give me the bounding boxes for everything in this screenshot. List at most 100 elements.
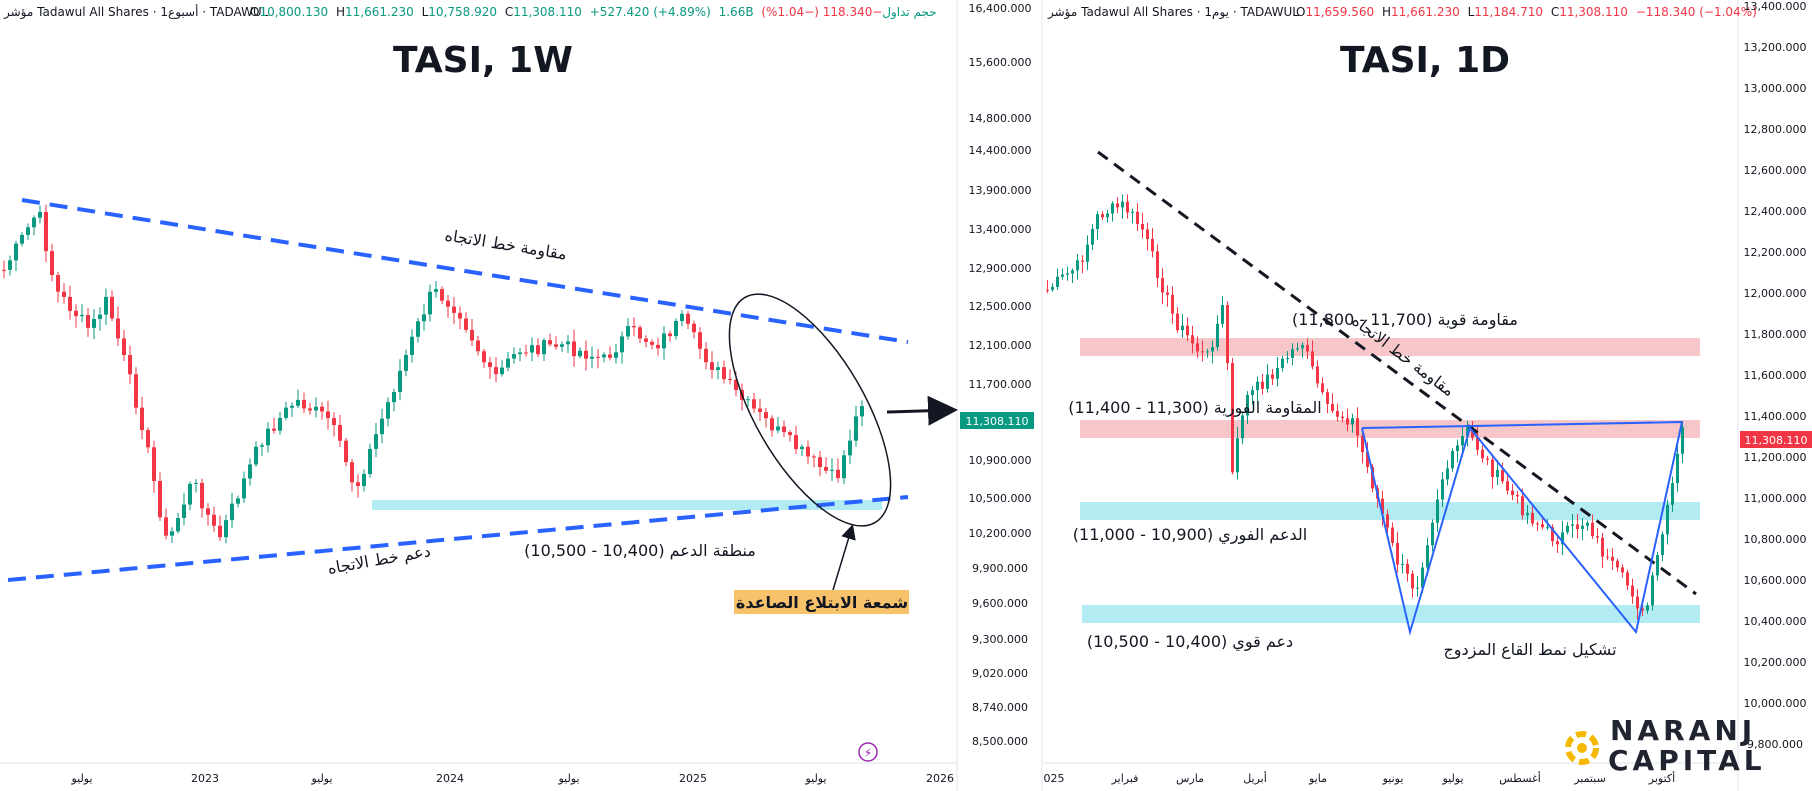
candle-body — [98, 314, 102, 319]
candle-body — [2, 269, 6, 271]
weekly-high: 11,661.230 — [345, 5, 414, 19]
brand-line1: NARANJ — [1610, 714, 1756, 747]
candle-body — [1196, 343, 1199, 352]
candle-body — [1241, 415, 1244, 439]
candle-body — [1556, 541, 1559, 545]
candle-body — [338, 425, 342, 441]
candle-body — [788, 432, 792, 436]
daily-open-label: O — [1296, 5, 1305, 19]
weekly-x-tick: 2023 — [191, 772, 219, 785]
candle-body — [164, 517, 168, 536]
candle-body — [1336, 410, 1339, 417]
candle-body — [248, 464, 252, 479]
candle-body — [32, 217, 36, 228]
candle-body — [188, 483, 192, 505]
candle-body — [1236, 438, 1239, 473]
candle-body — [842, 455, 846, 479]
weekly-open: 10,800.130 — [259, 5, 328, 19]
candle-body — [812, 456, 816, 458]
candle-body — [1051, 286, 1054, 290]
weekly-engulfing-label-bg — [734, 590, 909, 614]
candle-body — [314, 406, 318, 411]
daily-strong-resistance-zone — [1080, 338, 1700, 356]
weekly-y-tick: 8,740.000 — [972, 701, 1028, 714]
weekly-y-tick: 13,900.000 — [969, 184, 1032, 197]
candle-body — [308, 408, 312, 411]
daily-y-tick: 10,400.000 — [1744, 615, 1807, 628]
daily-y-tick: 10,200.000 — [1744, 656, 1807, 669]
candle-body — [626, 326, 630, 337]
candle-body — [1216, 323, 1219, 348]
candle-body — [1201, 351, 1204, 353]
candle-body — [800, 446, 804, 450]
candle-body — [224, 520, 228, 538]
candle-body — [1466, 427, 1469, 437]
candle-body — [692, 323, 696, 333]
candle-body — [488, 362, 492, 368]
candle-body — [1421, 567, 1424, 588]
candle-body — [644, 338, 648, 342]
daily-y-tick: 11,400.000 — [1744, 410, 1807, 423]
candle-body — [1516, 495, 1519, 497]
candle-body — [374, 434, 378, 449]
candle-body — [476, 340, 480, 352]
candle-body — [1391, 527, 1394, 543]
daily-title: TASI, 1D — [1340, 40, 1510, 81]
candle-body — [362, 474, 366, 487]
daily-x-tick: أبريل — [1243, 771, 1267, 785]
candle-body — [170, 531, 174, 536]
weekly-y-tick: 10,500.000 — [969, 492, 1032, 505]
daily-strong-resistance-label: مقاومة قوية (11,700 - 11,800) — [1292, 310, 1518, 330]
candle-body — [668, 333, 672, 337]
candle-body — [146, 430, 150, 448]
candle-body — [1061, 274, 1064, 277]
candle-body — [410, 336, 414, 355]
candle-body — [104, 296, 108, 315]
candle-body — [1141, 223, 1144, 230]
daily-y-tick: 11,600.000 — [1744, 369, 1807, 382]
candle-body — [422, 314, 426, 322]
candle-body — [512, 354, 516, 359]
candle-body — [302, 399, 306, 409]
candle-body — [596, 356, 600, 358]
candle-body — [1301, 344, 1304, 349]
candle-body — [1536, 523, 1539, 525]
candle-body — [1231, 363, 1234, 473]
candle-body — [824, 467, 828, 471]
naranj-capital-logo: NARANJ CAPITAL — [1565, 714, 1766, 777]
candle-body — [380, 418, 384, 435]
daily-x-tick: يوليو — [1441, 772, 1463, 785]
candle-body — [764, 412, 768, 419]
candle-body — [1476, 437, 1479, 450]
candle-body — [1461, 436, 1464, 446]
candle-body — [1161, 277, 1164, 293]
candle-body — [1431, 522, 1434, 546]
daily-low: 11,184.710 — [1474, 5, 1543, 19]
candle-body — [86, 314, 90, 328]
candle-body — [1401, 563, 1404, 565]
candle-body — [1601, 537, 1604, 557]
weekly-support-trendline — [7, 495, 909, 582]
daily-double-bottom-label: تشكيل نمط القاع المزدوج — [1443, 640, 1616, 660]
daily-strong-support-label: دعم قوي (10,400 - 10,500) — [1087, 632, 1293, 652]
candle-body — [128, 355, 132, 375]
weekly-y-tick: 16,400.000 — [969, 2, 1032, 15]
weekly-close: 11,308.110 — [513, 5, 582, 19]
candle-body — [1176, 313, 1179, 331]
weekly-x-tick: يوليو — [557, 772, 579, 785]
candle-body — [1586, 522, 1589, 526]
candle-body — [734, 379, 738, 391]
candle-body — [578, 350, 582, 357]
candle-body — [716, 367, 720, 370]
candle-body — [1171, 294, 1174, 314]
daily-immediate-support-label: الدعم الفوري (10,900 - 11,000) — [1073, 525, 1307, 545]
candle-body — [1591, 522, 1594, 537]
candle-body — [542, 340, 546, 355]
weekly-x-tick: يوليو — [70, 772, 92, 785]
candle-body — [14, 243, 18, 261]
lightning-icon[interactable] — [858, 742, 878, 762]
brand-line2: CAPITAL — [1608, 744, 1766, 777]
candle-body — [1296, 348, 1299, 350]
candle-body — [1456, 445, 1459, 452]
candle-body — [500, 367, 504, 375]
